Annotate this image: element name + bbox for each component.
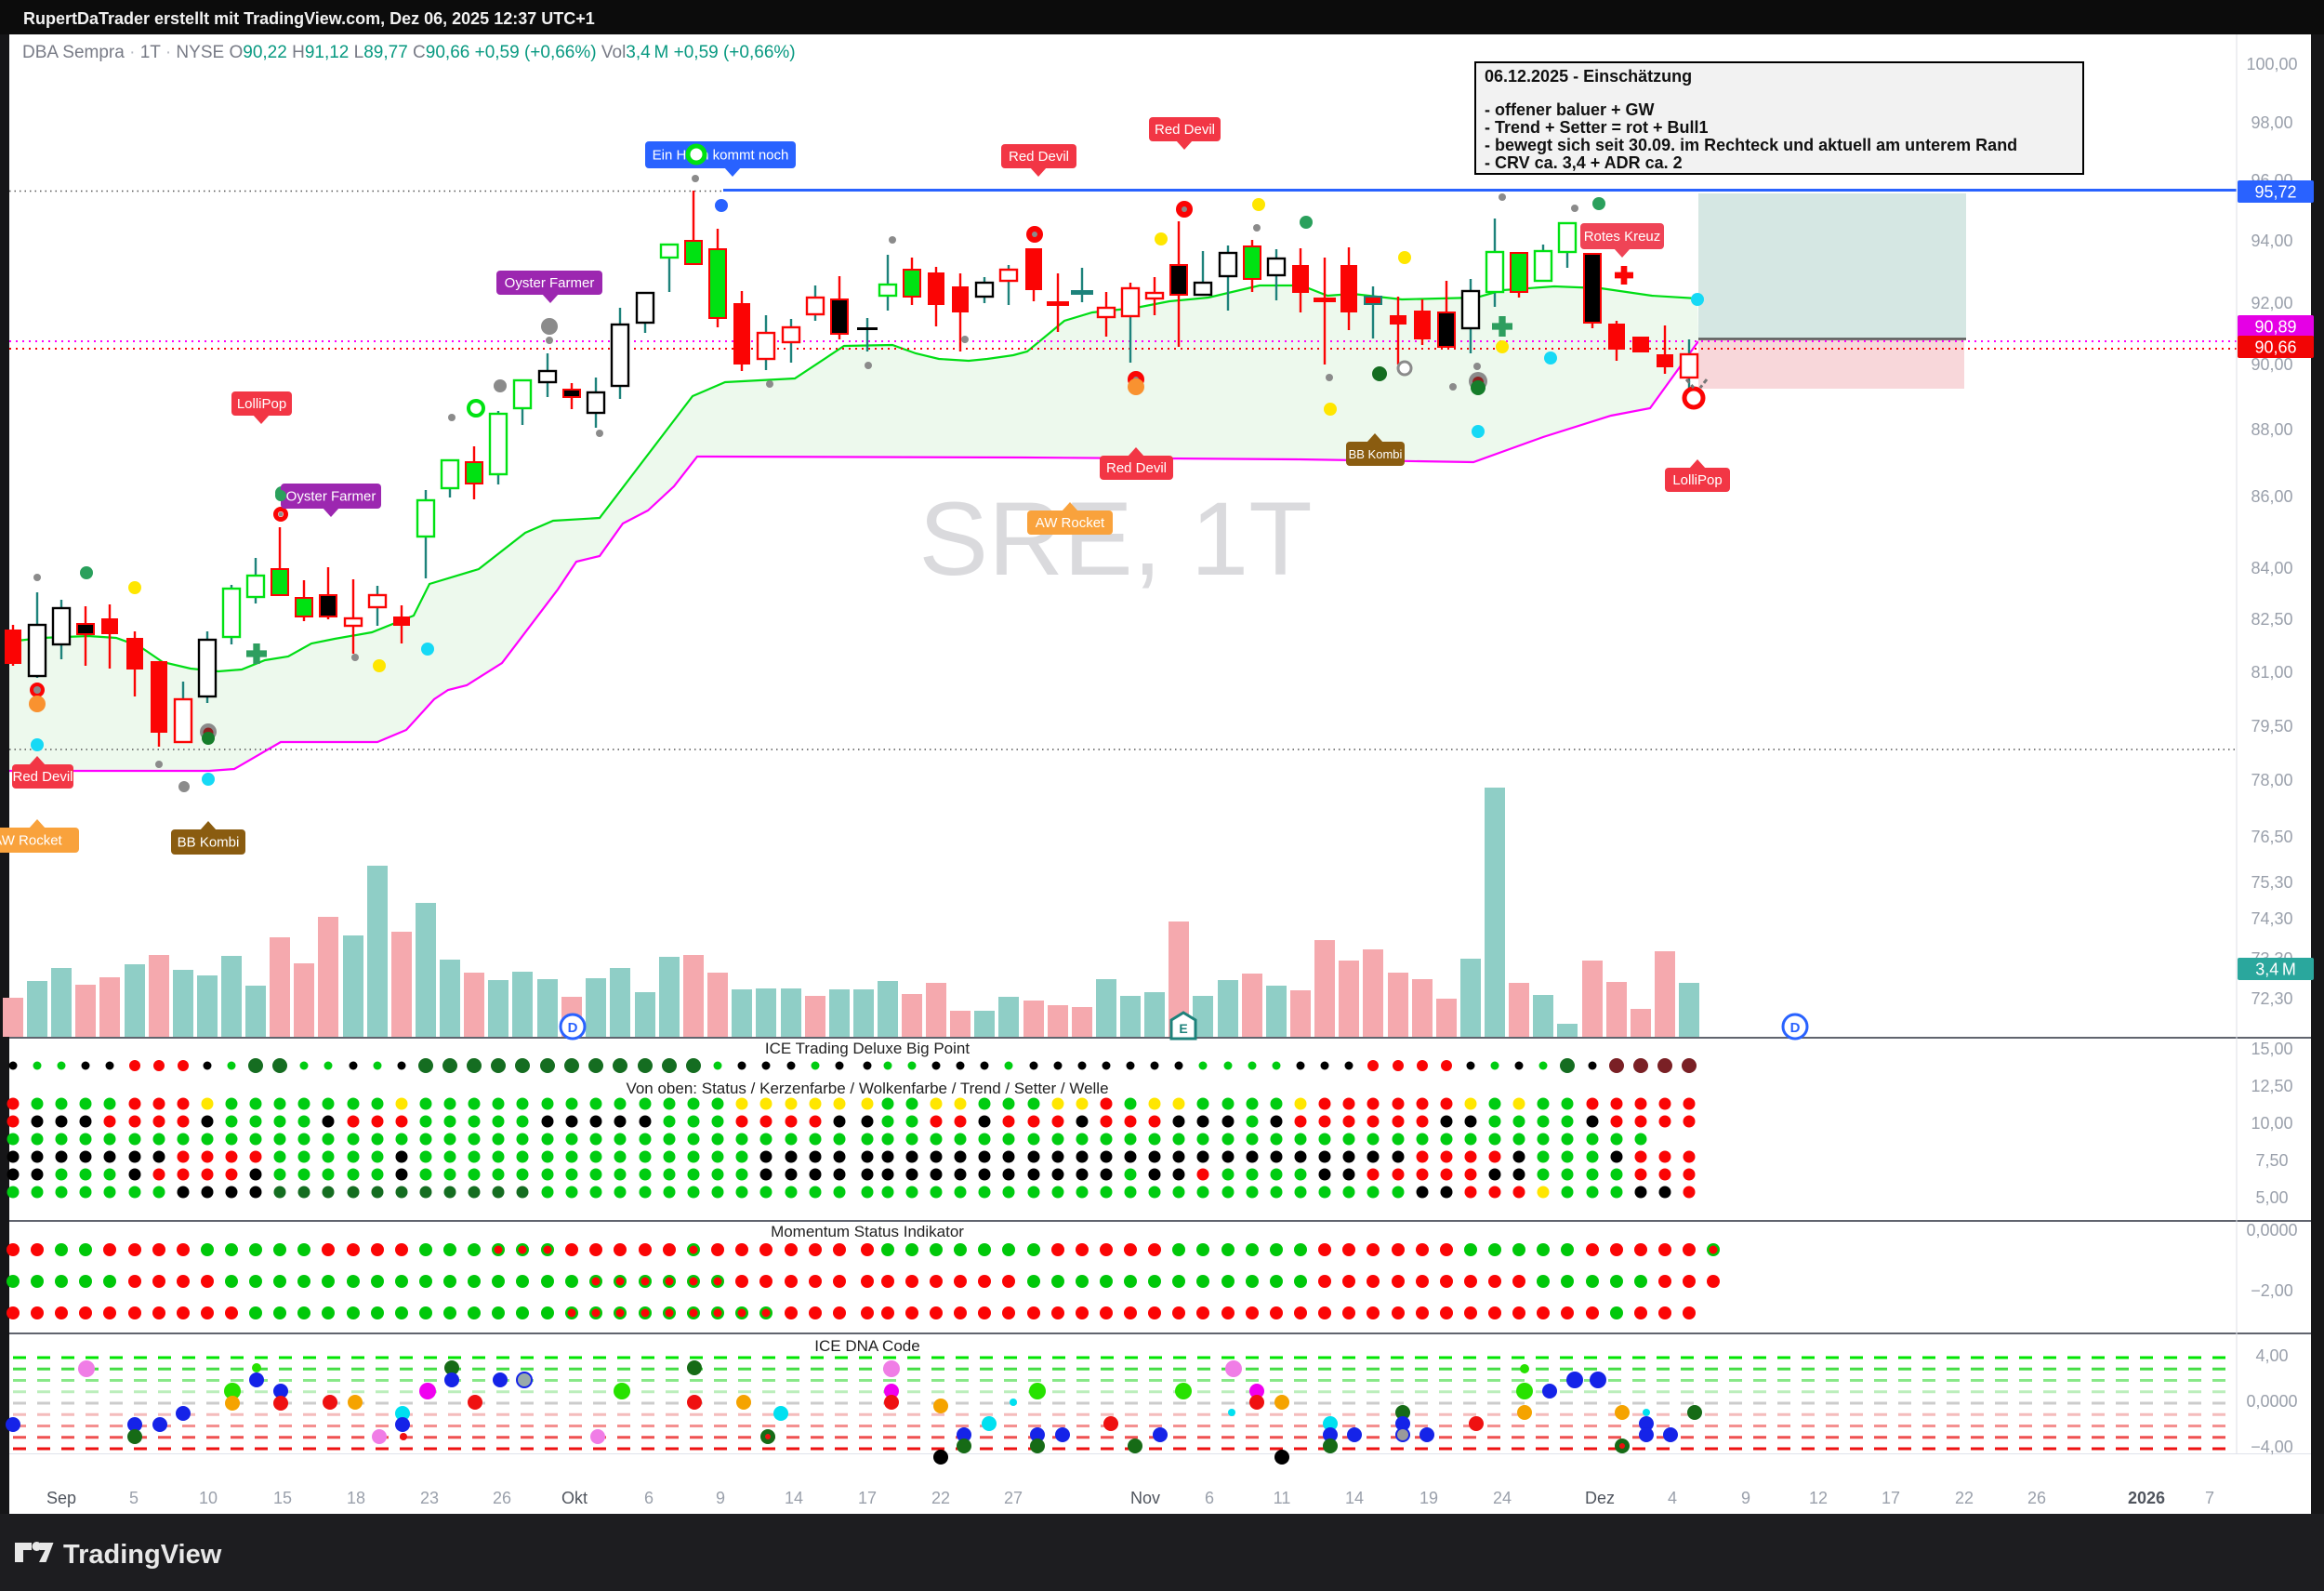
svg-text:Momentum Status Indikator: Momentum Status Indikator (771, 1223, 964, 1240)
svg-text:19: 19 (1419, 1489, 1438, 1507)
svg-text:17: 17 (1882, 1489, 1900, 1507)
svg-text:12,50: 12,50 (2251, 1077, 2292, 1095)
svg-text:76,50: 76,50 (2251, 828, 2292, 846)
svg-text:- offener baluer + GW: - offener baluer + GW (1485, 100, 1655, 119)
svg-text:Ein Hoch kommt noch: Ein Hoch kommt noch (653, 148, 789, 164)
svg-text:98,00: 98,00 (2251, 113, 2292, 132)
svg-text:RupertDaTrader erstellt mit Tr: RupertDaTrader erstellt mit TradingView.… (23, 9, 595, 28)
svg-text:LolliPop: LolliPop (237, 396, 286, 412)
svg-text:0,0000: 0,0000 (2246, 1392, 2297, 1411)
svg-text:26: 26 (2027, 1489, 2046, 1507)
svg-text:Nov: Nov (1130, 1489, 1160, 1507)
svg-text:6: 6 (644, 1489, 654, 1507)
svg-text:Rotes Kreuz: Rotes Kreuz (1584, 229, 1661, 245)
svg-text:Von oben: Status / Kerzenfarbe: Von oben: Status / Kerzenfarbe / Wolkenf… (626, 1080, 1108, 1097)
svg-text:TradingView: TradingView (63, 1540, 222, 1570)
svg-text:- bewegt sich seit 30.09. im R: - bewegt sich seit 30.09. im Rechteck un… (1485, 136, 2017, 154)
svg-text:7: 7 (2205, 1489, 2214, 1507)
svg-text:−2,00: −2,00 (2251, 1281, 2293, 1300)
svg-text:74,30: 74,30 (2251, 909, 2292, 928)
svg-text:22: 22 (931, 1489, 950, 1507)
svg-text:18: 18 (347, 1489, 365, 1507)
svg-text:Red Devil: Red Devil (1155, 122, 1215, 138)
svg-text:24: 24 (1493, 1489, 1512, 1507)
svg-text:4,00: 4,00 (2255, 1346, 2288, 1365)
svg-text:- CRV ca. 3,4 + ADR ca. 2: - CRV ca. 3,4 + ADR ca. 2 (1485, 153, 1683, 172)
svg-text:72,30: 72,30 (2251, 989, 2292, 1008)
svg-text:100,00: 100,00 (2246, 55, 2297, 73)
svg-text:E: E (1179, 1021, 1187, 1036)
svg-text:11: 11 (1274, 1489, 1291, 1507)
svg-text:86,00: 86,00 (2251, 487, 2292, 506)
svg-text:15: 15 (273, 1489, 292, 1507)
svg-text:90,00: 90,00 (2251, 355, 2292, 374)
svg-text:Okt: Okt (561, 1489, 588, 1507)
svg-text:5: 5 (129, 1489, 139, 1507)
svg-text:90,66: 90,66 (2254, 338, 2296, 357)
svg-text:ICE Trading Deluxe Big Point: ICE Trading Deluxe Big Point (765, 1040, 970, 1057)
svg-text:92,00: 92,00 (2251, 294, 2292, 312)
svg-text:Red Devil: Red Devil (1106, 460, 1167, 476)
svg-text:14: 14 (785, 1489, 803, 1507)
svg-text:95,72: 95,72 (2254, 183, 2296, 202)
svg-text:Red Devil: Red Devil (12, 769, 73, 785)
svg-text:79,50: 79,50 (2251, 717, 2292, 736)
svg-text:ICE DNA Code: ICE DNA Code (814, 1337, 919, 1355)
svg-text:75,30: 75,30 (2251, 873, 2292, 892)
svg-text:BB Kombi: BB Kombi (178, 835, 240, 851)
svg-text:26: 26 (493, 1489, 511, 1507)
svg-text:94,00: 94,00 (2251, 232, 2292, 250)
svg-text:5,00: 5,00 (2255, 1188, 2288, 1207)
svg-text:Red Devil: Red Devil (1009, 149, 1069, 165)
svg-text:Oyster Farmer: Oyster Farmer (505, 275, 595, 291)
svg-text:12: 12 (1809, 1489, 1828, 1507)
svg-text:4: 4 (1668, 1489, 1677, 1507)
svg-text:D: D (1790, 1020, 1801, 1036)
svg-text:90,89: 90,89 (2254, 318, 2296, 337)
svg-text:84,00: 84,00 (2251, 559, 2292, 577)
svg-text:AW Rocket: AW Rocket (1036, 515, 1105, 531)
svg-text:17: 17 (858, 1489, 877, 1507)
svg-text:0,0000: 0,0000 (2246, 1221, 2297, 1240)
svg-text:7,50: 7,50 (2255, 1151, 2288, 1170)
svg-text:3,4 M: 3,4 M (2255, 961, 2296, 979)
svg-text:9: 9 (716, 1489, 725, 1507)
svg-text:10: 10 (199, 1489, 218, 1507)
svg-text:6: 6 (1205, 1489, 1214, 1507)
svg-text:−4,00: −4,00 (2251, 1438, 2293, 1456)
svg-text:Sep: Sep (46, 1489, 76, 1507)
svg-text:- Trend + Setter = rot + Bull1: - Trend + Setter = rot + Bull1 (1485, 118, 1709, 137)
svg-text:81,00: 81,00 (2251, 663, 2292, 682)
svg-text:AW Rocket: AW Rocket (0, 833, 63, 849)
svg-text:Oyster Farmer: Oyster Farmer (286, 489, 376, 505)
svg-text:2026: 2026 (2128, 1489, 2165, 1507)
svg-text:BB Kombi: BB Kombi (1349, 447, 1403, 461)
svg-text:06.12.2025 - Einschätzung: 06.12.2025 - Einschätzung (1485, 67, 1692, 86)
svg-text:82,50: 82,50 (2251, 610, 2292, 629)
svg-text:27: 27 (1004, 1489, 1023, 1507)
svg-text:22: 22 (1955, 1489, 1974, 1507)
svg-text:15,00: 15,00 (2251, 1040, 2292, 1058)
svg-text:DBA Sempra · 1T · NYSE O90,22: DBA Sempra · 1T · NYSE O90,22 H91,12 L89… (22, 43, 796, 62)
svg-text:14: 14 (1345, 1489, 1364, 1507)
svg-text:78,00: 78,00 (2251, 771, 2292, 789)
svg-text:LolliPop: LolliPop (1672, 472, 1722, 488)
svg-text:SRE, 1T: SRE, 1T (918, 481, 1312, 597)
svg-text:88,00: 88,00 (2251, 420, 2292, 439)
svg-text:D: D (568, 1020, 578, 1036)
svg-text:9: 9 (1741, 1489, 1750, 1507)
svg-text:Dez: Dez (1585, 1489, 1615, 1507)
svg-text:23: 23 (420, 1489, 439, 1507)
svg-text:10,00: 10,00 (2251, 1114, 2292, 1133)
